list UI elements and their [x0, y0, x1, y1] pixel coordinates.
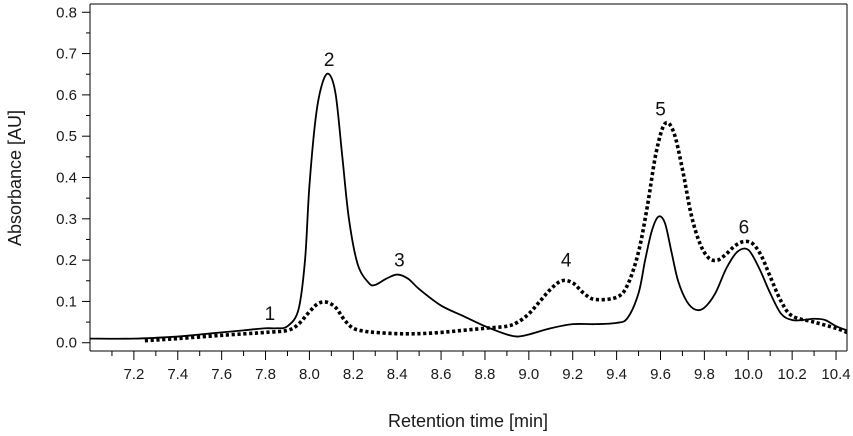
- x-tick-label: 8.0: [299, 366, 320, 383]
- axes-layer: 0.0 0.1 0.2 0.3 0.4 0.5 0.6 0.7 0.8 7.2 7.4 7.6 7.8 8…: [56, 3, 851, 383]
- x-tick-label: 9.2: [562, 366, 583, 383]
- x-tick-label: 8.4: [387, 366, 408, 383]
- y-tick-label: 0.5: [56, 128, 77, 145]
- y-tick-label: 0.0: [56, 335, 77, 352]
- series-layer: [89, 72, 848, 343]
- y-tick-label: 0.4: [56, 170, 77, 187]
- annotation-layer: 1 2 3 4 5 6: [265, 50, 750, 325]
- x-tick-label: 8.8: [475, 366, 496, 383]
- x-axis-title: Retention time [min]: [388, 411, 548, 431]
- peak-label: 3: [394, 250, 405, 271]
- x-tick-label: 9.4: [606, 366, 627, 383]
- solid-series-line: [89, 72, 848, 340]
- x-tick-label: 10.0: [734, 366, 763, 383]
- y-tick-label: 0.6: [56, 87, 77, 104]
- peak-label: 2: [324, 50, 335, 71]
- x-tick-label: 7.6: [211, 366, 232, 383]
- peak-label: 4: [561, 250, 572, 271]
- x-tick-label: 9.8: [694, 366, 715, 383]
- y-tick-label: 0.8: [56, 4, 77, 21]
- x-tick-label: 8.6: [431, 366, 452, 383]
- x-tick-label: 8.2: [343, 366, 364, 383]
- y-tick-label: 0.7: [56, 46, 77, 63]
- x-tick-label: 10.2: [778, 366, 807, 383]
- peak-label: 1: [265, 304, 276, 325]
- y-tick-label: 0.1: [56, 293, 77, 310]
- peak-label: 5: [655, 100, 666, 121]
- peak-label: 6: [739, 217, 750, 238]
- y-tick-label: 0.3: [56, 211, 77, 228]
- x-tick-label: 9.0: [518, 366, 539, 383]
- y-tick-label: 0.2: [56, 252, 77, 269]
- x-tick-label: 7.4: [167, 366, 188, 383]
- x-tick-label: 10.4: [821, 366, 850, 383]
- x-tick-label: 7.8: [255, 366, 276, 383]
- y-axis-title: Absorbance [AU]: [5, 110, 25, 246]
- x-tick-label: 9.6: [650, 366, 671, 383]
- x-tick-label: 7.2: [123, 366, 144, 383]
- dotted-series-line: [144, 120, 848, 343]
